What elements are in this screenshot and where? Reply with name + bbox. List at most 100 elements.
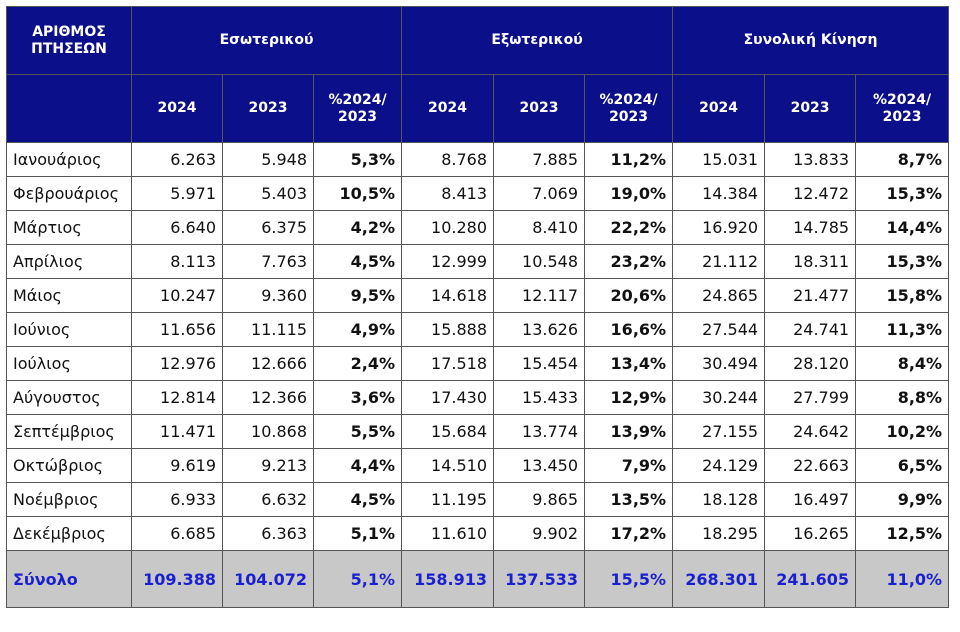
month-cell: Νοέμβριος [6,482,132,517]
total-value-cell: 241.605 [764,550,857,608]
col-header-pct: %2024/ 2023 [312,74,403,143]
pct-change-cell: 23,2% [584,244,674,279]
value-cell: 27.544 [672,312,766,347]
month-cell: Μάιος [6,278,132,313]
total-value-cell: 109.388 [131,550,223,608]
value-cell: 9.360 [222,278,314,313]
month-cell: Ιούλιος [6,346,132,381]
value-cell: 6.632 [222,482,314,517]
table-header: ΑΡΙΘΜΟΣ ΠΤΗΣΕΩΝ Εσωτερικού Εξωτερικού Συ… [6,6,950,143]
pct-change-cell: 16,6% [584,312,674,347]
col-header-pct: %2024/ 2023 [855,74,950,143]
value-cell: 6.363 [222,516,314,551]
month-cell: Οκτώβριος [6,448,132,483]
pct-change-cell: 5,5% [312,414,403,449]
value-cell: 27.155 [672,414,766,449]
table-row: Μάρτιος 6.640 6.375 4,2% 10.280 8.410 22,2% 16.… [6,210,950,245]
table-row: Νοέμβριος 6.933 6.632 4,5% 11.195 9.865 13,5% 1… [6,482,950,517]
value-cell: 16.265 [764,516,857,551]
value-cell: 6.933 [131,482,223,517]
total-row: Σύνολο 109.388 104.072 5,1% 158.913 137.533 15… [6,550,950,608]
value-cell: 15.888 [401,312,495,347]
value-cell: 11.471 [131,414,223,449]
value-cell: 15.433 [493,380,586,415]
pct-change-cell: 5,1% [312,516,403,551]
pct-change-cell: 13,5% [584,482,674,517]
pct-change-cell: 20,6% [584,278,674,313]
pct-change-cell: 9,5% [312,278,403,313]
pct-change-cell: 14,4% [855,210,950,245]
pct-change-cell: 15,3% [855,176,950,211]
value-cell: 8.768 [401,142,495,177]
value-cell: 7.763 [222,244,314,279]
value-cell: 16.497 [764,482,857,517]
pct-change-cell: 9,9% [855,482,950,517]
pct-change-cell: 6,5% [855,448,950,483]
total-label: Σύνολο [6,550,132,608]
pct-change-cell: 8,8% [855,380,950,415]
value-cell: 18.128 [672,482,766,517]
pct-change-cell: 4,5% [312,244,403,279]
value-cell: 5.948 [222,142,314,177]
total-pct-cell: 15,5% [584,550,674,608]
value-cell: 24.129 [672,448,766,483]
total-value-cell: 268.301 [672,550,766,608]
pct-change-cell: 13,9% [584,414,674,449]
value-cell: 9.619 [131,448,223,483]
value-cell: 24.741 [764,312,857,347]
value-cell: 12.472 [764,176,857,211]
pct-change-cell: 22,2% [584,210,674,245]
month-cell: Ιούνιος [6,312,132,347]
corner-header: ΑΡΙΘΜΟΣ ΠΤΗΣΕΩΝ [6,6,132,75]
col-header-2024: 2024 [131,74,223,143]
value-cell: 8.410 [493,210,586,245]
value-cell: 14.785 [764,210,857,245]
value-cell: 17.518 [401,346,495,381]
month-cell: Αύγουστος [6,380,132,415]
value-cell: 7.885 [493,142,586,177]
pct-change-cell: 11,3% [855,312,950,347]
value-cell: 8.413 [401,176,495,211]
value-cell: 18.311 [764,244,857,279]
value-cell: 17.430 [401,380,495,415]
value-cell: 5.971 [131,176,223,211]
pct-change-cell: 10,5% [312,176,403,211]
value-cell: 12.814 [131,380,223,415]
pct-change-cell: 7,9% [584,448,674,483]
total-value-cell: 137.533 [493,550,586,608]
pct-change-cell: 17,2% [584,516,674,551]
table-row: Ιούλιος 12.976 12.666 2,4% 17.518 15.454 13,4%… [6,346,950,381]
pct-change-cell: 3,6% [312,380,403,415]
pct-change-cell: 11,2% [584,142,674,177]
value-cell: 13.774 [493,414,586,449]
value-cell: 6.640 [131,210,223,245]
value-cell: 10.548 [493,244,586,279]
value-cell: 15.031 [672,142,766,177]
flights-table-container: ΑΡΙΘΜΟΣ ΠΤΗΣΕΩΝ Εσωτερικού Εξωτερικού Συ… [6,6,950,608]
pct-change-cell: 12,9% [584,380,674,415]
value-cell: 14.618 [401,278,495,313]
value-cell: 22.663 [764,448,857,483]
col-header-2023: 2023 [222,74,314,143]
table-row: Ιούνιος 11.656 11.115 4,9% 15.888 13.626 16,6%… [6,312,950,347]
table-row: Φεβρουάριος 5.971 5.403 10,5% 8.413 7.069 19,0… [6,176,950,211]
pct-change-cell: 4,9% [312,312,403,347]
value-cell: 10.868 [222,414,314,449]
month-cell: Μάρτιος [6,210,132,245]
pct-change-cell: 5,3% [312,142,403,177]
value-cell: 10.247 [131,278,223,313]
month-cell: Απρίλιος [6,244,132,279]
table-row: Σεπτέμβριος 11.471 10.868 5,5% 15.684 13.774 1… [6,414,950,449]
group-header-international: Εξωτερικού [401,6,674,75]
value-cell: 24.865 [672,278,766,313]
value-cell: 30.494 [672,346,766,381]
value-cell: 6.263 [131,142,223,177]
value-cell: 12.666 [222,346,314,381]
pct-change-cell: 2,4% [312,346,403,381]
value-cell: 11.656 [131,312,223,347]
col-header-2023: 2023 [764,74,857,143]
pct-change-cell: 15,8% [855,278,950,313]
value-cell: 6.685 [131,516,223,551]
pct-change-cell: 15,3% [855,244,950,279]
value-cell: 30.244 [672,380,766,415]
